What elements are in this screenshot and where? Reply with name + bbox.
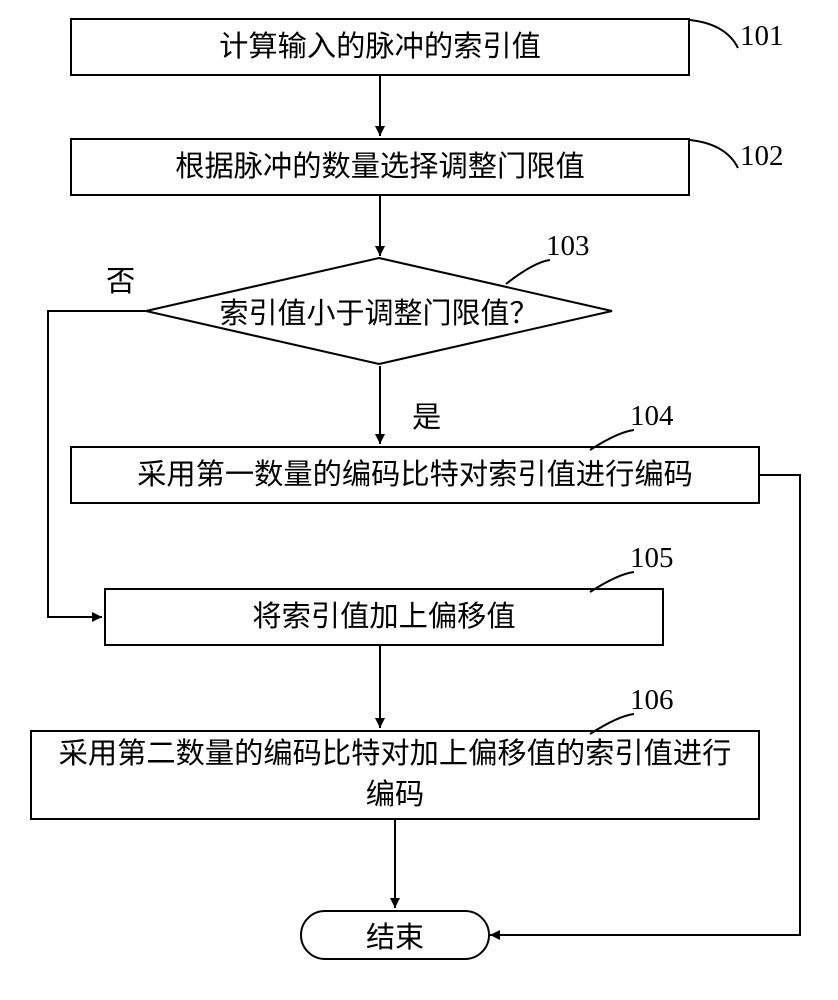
node-104: 采用第一数量的编码比特对索引值进行编码 — [70, 446, 760, 504]
node-106-text: 采用第二数量的编码比特对加上偏移值的索引值进行 编码 — [59, 734, 732, 816]
edge-label-yes: 是 — [412, 394, 441, 436]
num-102: 102 — [740, 140, 784, 173]
node-101-text: 计算输入的脉冲的索引值 — [219, 27, 541, 68]
leader-106 — [588, 712, 638, 737]
edge-label-no: 否 — [106, 258, 135, 300]
node-102-text: 根据脉冲的数量选择调整门限值 — [175, 147, 585, 188]
node-105: 将索引值加上偏移值 — [104, 588, 664, 646]
node-104-text: 采用第一数量的编码比特对索引值进行编码 — [137, 455, 693, 496]
leader-102 — [688, 138, 743, 178]
leader-101 — [688, 18, 743, 58]
node-103-text: 索引值小于调整门限值？ — [219, 290, 538, 332]
leader-105 — [588, 570, 638, 595]
node-102: 根据脉冲的数量选择调整门限值 — [70, 138, 690, 196]
num-101: 101 — [740, 20, 784, 53]
leader-103 — [504, 258, 554, 288]
node-101: 计算输入的脉冲的索引值 — [70, 18, 690, 76]
node-106: 采用第二数量的编码比特对加上偏移值的索引值进行 编码 — [30, 730, 760, 820]
node-end-text: 结束 — [366, 914, 424, 956]
node-105-text: 将索引值加上偏移值 — [252, 597, 515, 638]
node-end: 结束 — [300, 910, 490, 960]
flowchart-canvas: 计算输入的脉冲的索引值 101 根据脉冲的数量选择调整门限值 102 索引值小于… — [0, 0, 838, 1000]
leader-104 — [588, 428, 638, 453]
